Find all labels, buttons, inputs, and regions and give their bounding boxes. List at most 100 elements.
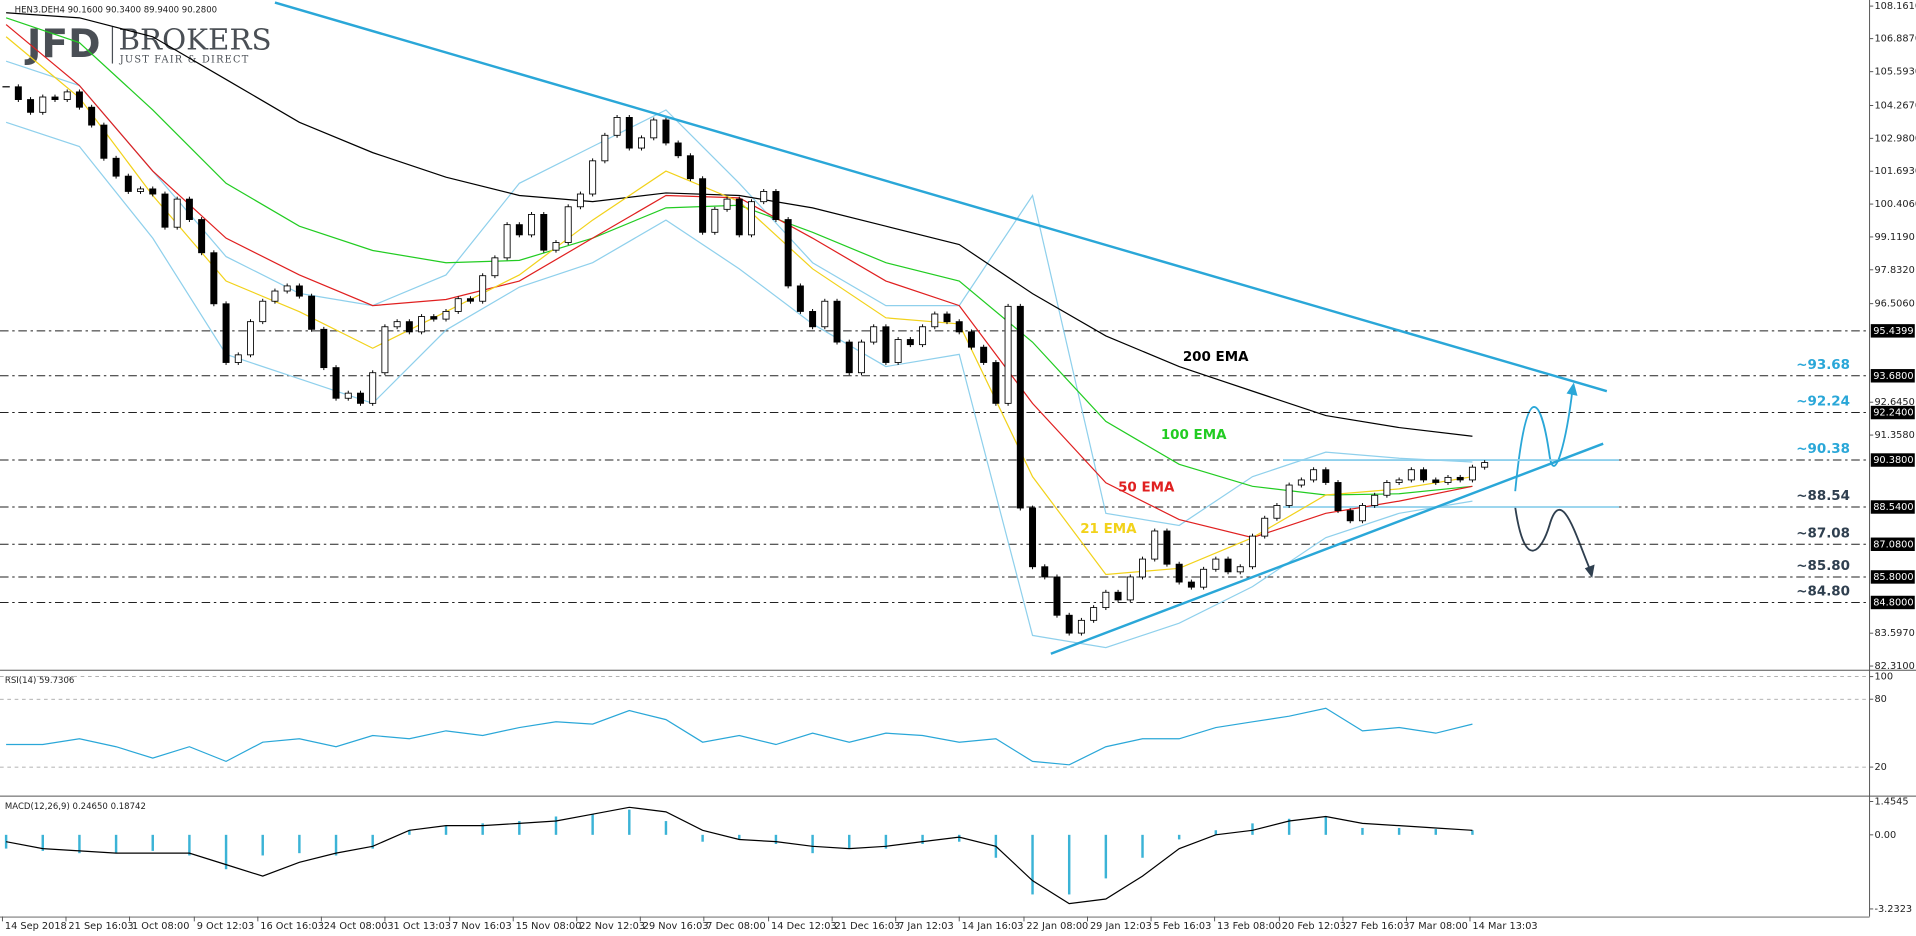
candle: [259, 300, 267, 323]
candle: [857, 341, 865, 374]
candle: [198, 219, 206, 254]
level-label: 92.2400: [1873, 408, 1913, 419]
candle: [1297, 479, 1305, 486]
candle: [112, 157, 120, 177]
candle: [919, 326, 927, 346]
candle: [870, 326, 878, 343]
macd-bar: [298, 834, 301, 854]
candle: [466, 298, 474, 302]
candle: [1249, 535, 1256, 568]
ema-label: 100 EMA: [1161, 428, 1227, 443]
level-label-box: [1870, 537, 1915, 551]
y-tick-label: 99.1190: [1874, 232, 1914, 243]
y-tick-label: 100: [1874, 672, 1893, 683]
macd-bar: [371, 834, 374, 849]
candle: [1224, 558, 1232, 573]
x-tick-label: 21 Sep 16:03: [68, 921, 133, 932]
arrow-head: [1584, 564, 1595, 578]
candle: [503, 224, 511, 259]
macd-bar: [1434, 829, 1437, 835]
macd-bar: [334, 834, 338, 856]
macd-bar: [1397, 827, 1401, 835]
x-tick-label: 14 Jan 16:03: [962, 921, 1024, 932]
candle: [1407, 469, 1415, 481]
candle: [1285, 484, 1293, 506]
candle: [210, 252, 218, 305]
x-tick-label: 14 Mar 13:03: [1472, 921, 1537, 932]
candle: [1016, 305, 1024, 509]
level-label: 87.0800: [1873, 539, 1913, 550]
x-tick-label: 20 Feb 12:03: [1282, 921, 1346, 932]
candle: [1126, 576, 1134, 601]
macd-bar: [518, 821, 521, 835]
candle: [185, 198, 193, 220]
candle: [381, 326, 389, 374]
macd-bar: [591, 814, 594, 835]
level-note: ~93.68: [1796, 358, 1850, 373]
x-tick-label: 27 Feb 16:03: [1345, 921, 1409, 932]
macd-bar: [1031, 834, 1034, 895]
candle: [75, 91, 83, 108]
macd-bar: [921, 834, 924, 845]
candle: [1090, 607, 1098, 621]
x-tick-label: 7 Nov 16:03: [452, 921, 512, 932]
candle: [1334, 482, 1342, 512]
x-tick-label: 24 Oct 08:00: [324, 921, 388, 932]
x-tick-label: 29 Nov 16:03: [643, 921, 709, 932]
candle: [784, 219, 792, 287]
macd-bar: [701, 834, 704, 842]
candle: [955, 321, 963, 333]
rsi-line: [6, 707, 1473, 766]
macd-bar: [78, 834, 81, 854]
macd-bar: [1324, 816, 1328, 835]
macd-bar: [1251, 823, 1254, 835]
macd-bar: [884, 834, 888, 849]
candle: [833, 300, 841, 343]
candle: [479, 275, 487, 302]
macd-bar: [1104, 834, 1108, 879]
x-tick-label: 7 Dec 08:00: [706, 921, 765, 932]
candle: [650, 119, 658, 139]
candle: [308, 295, 316, 330]
y-tick-label: 92.6450: [1874, 397, 1914, 408]
candle: [625, 117, 633, 149]
x-tick-label: 13 Feb 08:00: [1217, 921, 1281, 932]
candle: [772, 191, 780, 220]
candle: [1261, 517, 1269, 537]
macd-bar: [1141, 834, 1144, 858]
candle: [491, 257, 499, 277]
level-note: ~90.38: [1796, 442, 1850, 457]
y-tick-label: 97.8320: [1874, 265, 1914, 276]
macd-bar: [1177, 834, 1181, 840]
candle: [418, 316, 426, 333]
candle: [1102, 591, 1110, 609]
level-label-box: [1870, 595, 1915, 610]
candle: [943, 313, 951, 323]
candle: [1395, 479, 1403, 483]
level-label-box: [1870, 500, 1915, 514]
logo-brand: JFD: [24, 22, 101, 67]
logo-tagline: JUST FAIR & DIRECT: [119, 54, 250, 65]
logo-name: BROKERS: [119, 23, 272, 57]
macd-bar: [554, 816, 558, 835]
candle: [1139, 558, 1146, 578]
macd-bar: [224, 834, 228, 870]
candle: [748, 201, 755, 236]
candle: [576, 193, 584, 208]
candle: [699, 178, 707, 233]
y-tick-label: 20: [1874, 762, 1886, 773]
macd-bar: [848, 834, 851, 849]
candle: [1236, 566, 1244, 573]
macd-bar: [1471, 830, 1474, 835]
x-tick-label: 1 Oct 08:00: [132, 921, 189, 932]
y-tick-label: 96.5060: [1874, 299, 1914, 310]
bullish-scenario: [1514, 388, 1574, 492]
candle: [1029, 507, 1037, 568]
candle: [1041, 566, 1049, 578]
macd-bar: [408, 830, 411, 835]
candle: [845, 341, 853, 374]
bollinger-band: [5, 121, 1473, 649]
candle: [1481, 462, 1489, 468]
